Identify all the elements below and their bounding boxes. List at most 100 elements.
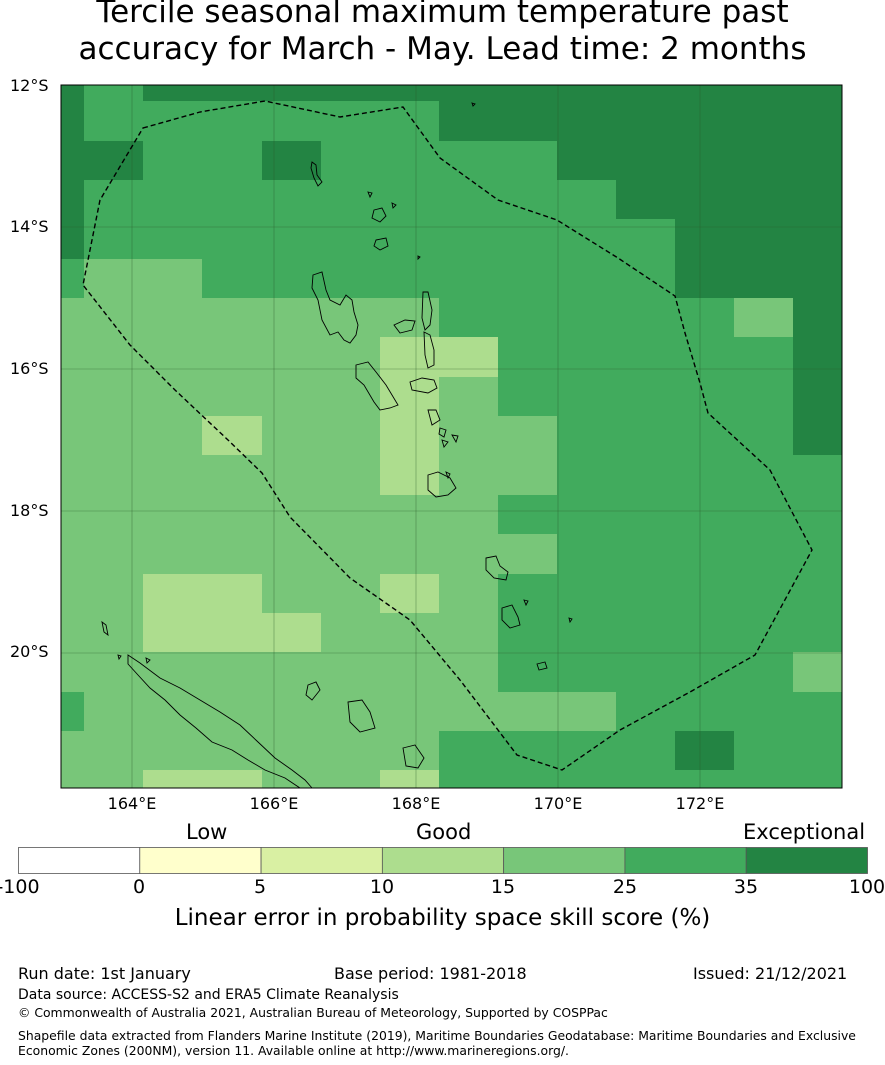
grid-cell: [616, 180, 676, 220]
island-pentecost: [423, 331, 435, 369]
grid-cell: [143, 416, 203, 456]
grid-cell: [557, 85, 617, 102]
colorbar-segment: [624, 847, 747, 874]
grid-cell: [557, 180, 617, 220]
grid-cell: [202, 613, 263, 653]
colorbar-tick: -100: [0, 876, 40, 898]
grid-cell: [439, 652, 499, 693]
grid-cell: [380, 455, 440, 496]
grid-cell: [321, 180, 381, 220]
grid-cell: [380, 219, 440, 260]
grid-cell: [84, 219, 144, 260]
grid-cell: [498, 692, 558, 732]
grid-cell: [84, 770, 144, 789]
colorbar-low-label: Low: [186, 820, 228, 844]
grid-cell: [84, 298, 144, 338]
island-banks-1: [371, 207, 387, 223]
island-erromango: [485, 555, 509, 581]
grid-cell: [616, 613, 676, 653]
island-ambae: [393, 319, 416, 334]
grid-cell: [262, 337, 322, 378]
island-small-4: [451, 434, 459, 444]
grid-cell: [675, 141, 735, 181]
grid-cell: [202, 534, 263, 575]
island-new-caledonia: [127, 654, 313, 789]
grid-cell: [143, 259, 203, 299]
grid-cell: [143, 180, 203, 220]
island-efate: [427, 471, 457, 498]
grid-cell: [557, 731, 617, 771]
grid-cell: [793, 219, 843, 260]
grid-cell: [262, 652, 322, 693]
grid-cell: [321, 495, 381, 535]
grid-cell: [557, 455, 617, 496]
grid-cell: [675, 534, 735, 575]
grid-cell: [557, 495, 617, 535]
grid-cell: [143, 219, 203, 260]
grid-cell: [84, 416, 144, 456]
lon-label-172e: 172°E: [675, 794, 725, 813]
island-small-1: [367, 191, 373, 199]
grid-cell: [380, 770, 440, 789]
grid-cell: [616, 101, 676, 142]
grid-cell: [557, 101, 617, 142]
colorbar-tick: 0: [132, 876, 146, 898]
grid-cell: [143, 574, 203, 614]
grid-cell: [439, 574, 499, 614]
grid-cell: [675, 652, 735, 693]
grid-cell: [380, 574, 440, 614]
island-torres: [310, 161, 323, 187]
issued-date: Issued: 21/12/2021: [693, 964, 848, 983]
grid-cell: [202, 180, 263, 220]
grid-cell: [61, 692, 85, 732]
grid-cell: [202, 101, 263, 142]
base-period: Base period: 1981-2018: [334, 964, 527, 983]
grid-cell: [439, 731, 499, 771]
grid-cell: [321, 770, 381, 789]
grid-cell: [557, 416, 617, 456]
grid-cell: [439, 101, 499, 142]
grid-cell: [616, 298, 676, 338]
grid-cell: [616, 455, 676, 496]
grid-cell: [498, 534, 558, 575]
grid-cell: [262, 219, 322, 260]
grid-cell: [61, 298, 85, 338]
grid-cell: [84, 180, 144, 220]
grid-cell: [321, 692, 381, 732]
grid-cell: [380, 141, 440, 181]
grid-cell: [439, 219, 499, 260]
grid-cell: [557, 141, 617, 181]
grid-cell: [675, 770, 735, 789]
grid-cell: [557, 337, 617, 378]
islands: [101, 102, 573, 789]
grid-cell: [734, 495, 794, 535]
grid-cell: [84, 141, 144, 181]
grid-cell: [498, 377, 558, 417]
island-banks-2: [373, 237, 389, 251]
grid-cell: [202, 652, 263, 693]
grid-cell: [675, 180, 735, 220]
grid-cell: [793, 495, 843, 535]
grid-cell: [557, 377, 617, 417]
colorbar-segment: [18, 847, 141, 874]
grid-cell: [616, 652, 676, 693]
grid-cell: [557, 259, 617, 299]
grid-cell: [321, 337, 381, 378]
grid-cell: [793, 298, 843, 338]
grid-cell: [61, 770, 85, 789]
grid-cell: [84, 574, 144, 614]
grid-cell: [439, 377, 499, 417]
grid-cell: [793, 652, 843, 693]
grid-cell: [675, 101, 735, 142]
grid-cell: [734, 692, 794, 732]
grid-cell: [675, 495, 735, 535]
island-small-11: [145, 657, 151, 664]
grid-cell: [61, 259, 85, 299]
grid-cell: [380, 416, 440, 456]
colorbar-axis-label: Linear error in probability space skill …: [174, 905, 711, 931]
lon-label-164e: 164°E: [107, 794, 157, 813]
grid-cell: [202, 337, 263, 378]
grid-cell: [262, 85, 322, 102]
grid-cell: [675, 85, 735, 102]
grid-cell: [498, 101, 558, 142]
